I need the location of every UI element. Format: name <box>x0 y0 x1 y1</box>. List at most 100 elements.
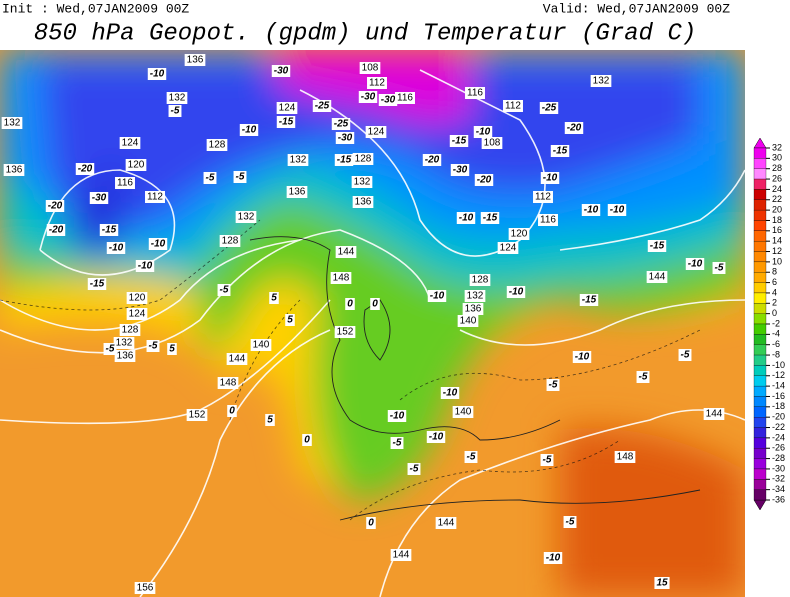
geopotential-label: 136 <box>355 197 372 208</box>
temperature-label: -5 <box>171 106 180 117</box>
temperature-label-box <box>456 212 476 224</box>
colorbar-tick-label: 8 <box>772 267 777 277</box>
colorbar-tick-label: -32 <box>772 474 785 484</box>
temperature-label: -15 <box>90 279 105 290</box>
geopotential-label: 144 <box>649 272 666 283</box>
geopotential-label: 140 <box>253 340 270 351</box>
geopotential-label: 116 <box>397 93 413 104</box>
colorbar-band <box>753 230 767 242</box>
temperature-label: -10 <box>575 352 590 363</box>
geopotential-label-box <box>126 292 148 304</box>
temperature-label: -30 <box>338 133 353 144</box>
geopotential-label-box <box>126 308 148 320</box>
colorbar-tick-label: -6 <box>772 339 780 349</box>
geopotential-label: 140 <box>460 316 477 327</box>
geopotential-label: 136 <box>6 165 23 176</box>
temperature-label: -5 <box>106 344 115 355</box>
geopotential-label-box <box>119 324 141 336</box>
geopotential-label-box <box>186 409 208 421</box>
temperature-label: -30 <box>361 92 376 103</box>
colorbar-band <box>753 448 767 459</box>
geopotential-label: 132 <box>467 291 484 302</box>
temperature-label: -5 <box>566 517 575 528</box>
temperature-label-box <box>135 260 155 272</box>
colorbar-band <box>753 406 767 418</box>
temperature-label-box <box>540 172 560 184</box>
colorbar-tick-label: -16 <box>772 391 785 401</box>
geopotential-label: 124 <box>368 127 385 138</box>
geopotential-label: 136 <box>117 351 134 362</box>
temperature-label: 5 <box>267 415 273 426</box>
colorbar-band <box>753 220 767 231</box>
colorbar-band <box>753 251 767 263</box>
temperature-label: -30 <box>92 193 107 204</box>
geopotential-label: 108 <box>362 63 379 74</box>
temperature-label-box <box>607 204 627 216</box>
temperature-label-box <box>331 118 351 130</box>
temperature-label-box <box>302 434 312 446</box>
geopotential-label: 112 <box>535 192 551 203</box>
geopotential-label: 132 <box>593 76 610 87</box>
geopotential-label-box <box>365 126 387 138</box>
colorbar-tick-label: 22 <box>772 194 782 204</box>
temperature-label-box <box>217 284 231 296</box>
colorbar-tick-label: -22 <box>772 422 785 432</box>
temperature-label-box <box>449 135 469 147</box>
temperature-label: -10 <box>443 388 458 399</box>
temperature-label: -20 <box>477 175 492 186</box>
temperature-label: 5 <box>169 344 175 355</box>
colorbar-band <box>753 417 767 428</box>
colorbar-band <box>753 427 767 439</box>
temperature-label: -10 <box>390 411 405 422</box>
temperature-label: -25 <box>334 119 349 130</box>
colorbar-band <box>753 158 767 169</box>
temperature-label-box <box>654 577 670 589</box>
temperature-label-box <box>581 204 601 216</box>
geopotential-label: 120 <box>128 160 145 171</box>
temperature-label-box <box>579 294 599 306</box>
geopotential-label-box <box>226 353 248 365</box>
geopotential-label: 132 <box>354 177 371 188</box>
geopotential-label-box <box>206 139 228 151</box>
temperature-label-box <box>358 91 378 103</box>
geopotential-label-box <box>508 228 530 240</box>
colorbar-band <box>753 272 767 283</box>
geopotential-label-box <box>119 137 141 149</box>
colorbar-tick-label: 6 <box>772 277 777 287</box>
colorbar-band <box>753 261 767 273</box>
temperature-label-box <box>506 286 526 298</box>
temperature-label: -20 <box>48 201 63 212</box>
colorbar-band <box>753 396 767 407</box>
temperature-label-box <box>464 451 478 463</box>
geopotential-label-box <box>646 271 668 283</box>
geopotential-label-box <box>469 274 491 286</box>
geopotential-label: 140 <box>455 407 472 418</box>
colorbar-tick-label: -28 <box>772 453 785 463</box>
colorbar-band <box>753 282 767 294</box>
temperature-label-box <box>426 431 446 443</box>
temperature-label-box <box>271 65 291 77</box>
colorbar-band <box>753 334 767 345</box>
temperature-label-box <box>334 154 354 166</box>
colorbar-tick-label: 14 <box>772 236 782 246</box>
geopotential-label-box <box>538 214 558 226</box>
colorbar-band <box>753 178 767 190</box>
temperature-label: -15 <box>337 155 352 166</box>
colorbar-tick-label: -18 <box>772 401 785 411</box>
temperature-label-box <box>422 154 442 166</box>
geopotential-label-box <box>457 315 479 327</box>
temperature-label-box <box>685 258 705 270</box>
colorbar-band <box>753 468 767 480</box>
temperature-label-box <box>106 242 126 254</box>
colorbar-tick-label: 20 <box>772 204 782 214</box>
temperature-label-box <box>450 164 470 176</box>
colorbar-band <box>753 292 767 304</box>
temperature-label-box <box>564 122 584 134</box>
colorbar-tick-label: -36 <box>772 494 785 504</box>
colorbar-band <box>753 375 767 387</box>
temperature-label: -10 <box>543 173 558 184</box>
geopotential-label: 132 <box>4 118 21 129</box>
colorbar-tick-label: 2 <box>772 298 777 308</box>
temperature-label-box <box>345 298 355 310</box>
